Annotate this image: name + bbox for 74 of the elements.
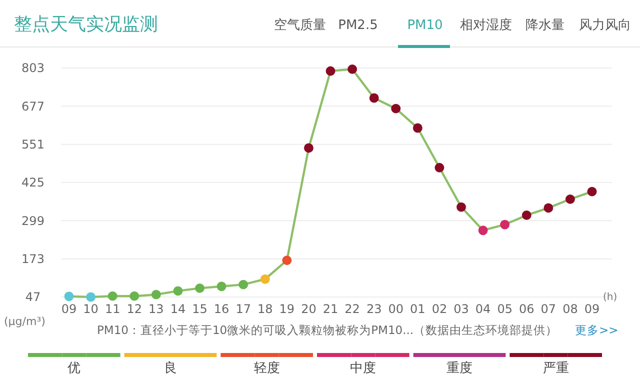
point [108,291,118,301]
x-tick-label: 10 [83,302,98,316]
point [456,202,466,212]
point [260,274,270,284]
y-tick-label: 173 [22,252,44,266]
x-axis-title: (h) [603,292,618,303]
x-tick-label: 23 [366,302,382,316]
point [173,286,183,296]
point [587,186,597,196]
text: 相对湿度 [460,17,512,33]
point [565,194,575,204]
text: 风力风向 [579,18,631,33]
y-tick-label: 551 [22,138,44,152]
x-tick-label: 07 [540,302,556,316]
text: 降水量 [526,18,564,33]
text: 更多>> [575,323,618,337]
text: 空气质量 [274,18,326,33]
x-tick-label: 01 [410,302,426,316]
x-tick-label: 16 [214,302,230,316]
x-tick-label: 19 [279,302,295,316]
x-tick-label: 18 [257,302,273,316]
x-tick-label: 05 [497,302,512,316]
point [522,210,532,220]
text: PM10：直径小于等于10微米的可吸入颗粒物被称为PM10...（数据由生态环境部提供） [97,323,558,337]
point [326,66,336,76]
point [238,280,248,290]
point [348,64,358,74]
x-tick-label: 09 [584,302,600,316]
point [195,284,204,293]
x-tick-label: 17 [236,302,251,316]
text: PM2.5 [338,18,378,33]
point [151,290,161,300]
point [282,256,292,266]
x-tick-label: 11 [104,302,120,316]
x-tick-label: 12 [126,302,142,316]
point [500,220,510,230]
x-tick-label: 15 [192,302,208,316]
legend-label: 重度 [446,360,472,376]
y-tick-label: 47 [25,290,41,304]
x-tick-label: 04 [475,302,491,316]
y-tick-label: 299 [22,214,44,228]
x-tick-label: 02 [432,302,448,316]
point [130,291,140,301]
point [369,93,379,103]
point [304,143,314,153]
x-tick-label: 09 [61,302,77,316]
y-tick-label: 677 [22,99,44,114]
chart-title: 整点天气实况监测 [14,14,158,35]
x-tick-label: 20 [301,302,316,316]
point [64,292,74,302]
x-tick-label: 21 [322,302,338,316]
x-tick-label: 08 [562,302,578,316]
point [216,282,226,292]
x-tick-label: 14 [170,302,186,316]
point [86,292,96,302]
x-tick-label: 06 [518,302,534,316]
legend-label: 优 [68,361,81,376]
point [478,226,488,236]
legend-label: 严重 [542,361,569,376]
x-tick-label: 03 [454,302,469,316]
point [434,162,444,172]
legend-label: 轻度 [254,360,280,376]
x-tick-label: 22 [344,302,360,316]
y-tick-label: 803 [22,61,44,76]
text: PM10 [407,18,443,33]
x-tick-label: 00 [388,302,404,316]
y-axis-title: (μg/m³) [4,315,46,328]
legend-label: 中度 [350,360,376,376]
x-tick-label: 13 [148,302,164,316]
point [412,123,422,133]
legend-label: 良 [164,361,177,376]
point [544,203,554,213]
point [391,104,401,114]
y-tick-label: 425 [22,176,44,190]
